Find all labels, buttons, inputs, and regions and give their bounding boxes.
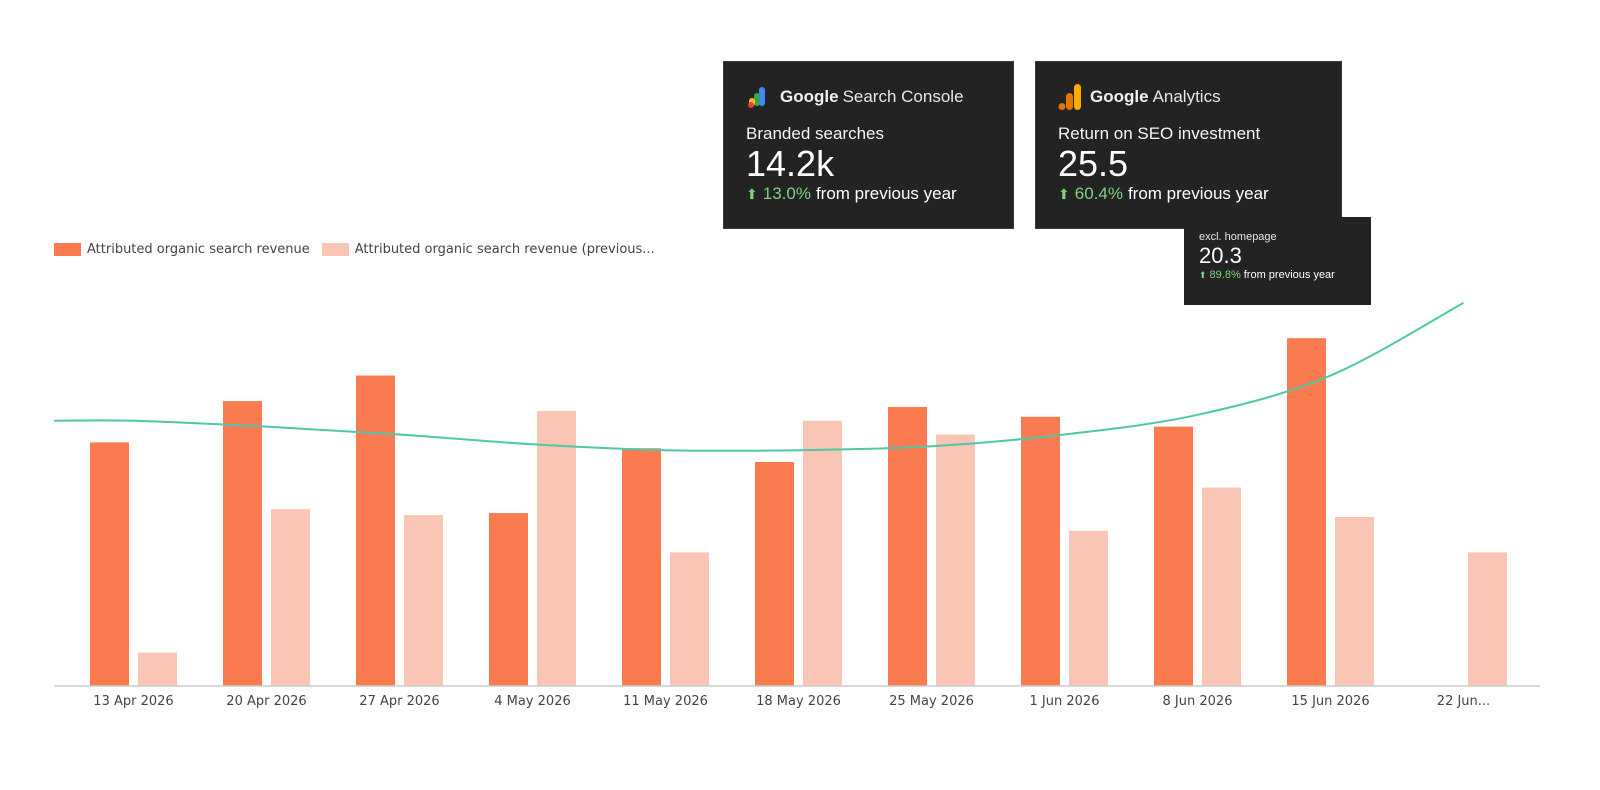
x-tick-label: 18 May 2026: [756, 694, 841, 709]
legend-item-previous[interactable]: Attributed organic search revenue (previ…: [321, 242, 655, 257]
bar-current-5[interactable]: [755, 461, 794, 686]
legend: Attributed organic search revenue Attrib…: [54, 242, 667, 257]
roi-delta: ⬆ 60.4% from previous year: [1058, 184, 1319, 204]
bars-group: [90, 338, 1507, 686]
branded-searches-value: 14.2k: [746, 143, 835, 184]
delta-percent: 60.4%: [1074, 184, 1123, 203]
bar-previous-8[interactable]: [1202, 487, 1241, 686]
branded-searches-label: Branded searches: [746, 124, 884, 143]
delta-percent: 13.0%: [762, 184, 811, 203]
bar-current-1[interactable]: [223, 401, 262, 686]
delta-percent: 89.8%: [1209, 269, 1241, 281]
bar-current-2[interactable]: [356, 375, 395, 686]
analytics-card: Google Analytics Return on SEO investmen…: [1035, 61, 1342, 229]
ga-brand-google: Google: [1090, 87, 1149, 106]
legend-swatch-current: [54, 243, 81, 256]
bar-previous-5[interactable]: [803, 420, 842, 686]
legend-label-current: Attributed organic search revenue: [87, 242, 310, 257]
bar-previous-7[interactable]: [1069, 530, 1108, 686]
bar-current-9[interactable]: [1287, 338, 1326, 686]
bar-current-6[interactable]: [888, 406, 927, 686]
bar-previous-6[interactable]: [936, 434, 975, 686]
bar-previous-4[interactable]: [670, 552, 709, 686]
search-console-card: Google Search Console Branded searches 1…: [723, 61, 1014, 229]
bar-previous-9[interactable]: [1335, 517, 1374, 686]
x-tick-label: 1 Jun 2026: [1030, 694, 1100, 709]
analytics-logo-icon: [1058, 84, 1081, 110]
bar-previous-10[interactable]: [1468, 552, 1507, 686]
x-tick-label: 20 Apr 2026: [226, 694, 306, 709]
x-tick-label: 27 Apr 2026: [359, 694, 439, 709]
analytics-brand: Google Analytics: [1058, 82, 1319, 112]
legend-swatch-previous: [321, 243, 349, 256]
x-tick-label: 4 May 2026: [494, 694, 571, 709]
legend-label-previous: Attributed organic search revenue (previ…: [354, 242, 655, 257]
ga-brand-product: Analytics: [1152, 87, 1221, 106]
x-tick-label: 13 Apr 2026: [93, 694, 173, 709]
branded-searches-delta: ⬆ 13.0% from previous year: [746, 184, 991, 204]
up-arrow-icon: ⬆: [746, 185, 758, 202]
bar-current-0[interactable]: [90, 442, 129, 686]
delta-text: from previous year: [815, 184, 957, 203]
bar-current-7[interactable]: [1021, 416, 1060, 686]
excl-homepage-label: excl. homepage: [1199, 231, 1277, 243]
search-console-logo-icon: [748, 87, 765, 108]
excl-homepage-delta: ⬆ 89.8% from previous year: [1199, 269, 1356, 281]
up-arrow-icon: ⬆: [1199, 269, 1207, 280]
bar-previous-1[interactable]: [271, 509, 310, 686]
bar-previous-2[interactable]: [404, 515, 443, 686]
x-tick-label: 15 Jun 2026: [1291, 694, 1369, 709]
up-arrow-icon: ⬆: [1058, 185, 1070, 202]
x-tick-label: 22 Jun...: [1437, 694, 1490, 709]
bar-previous-3[interactable]: [537, 410, 576, 686]
x-tick-label: 25 May 2026: [889, 694, 974, 709]
roi-label: Return on SEO investment: [1058, 124, 1261, 143]
gsc-brand-product: Search Console: [842, 87, 964, 106]
delta-text: from previous year: [1243, 269, 1335, 281]
bar-previous-0[interactable]: [138, 652, 177, 686]
x-tick-label: 11 May 2026: [623, 694, 708, 709]
delta-text: from previous year: [1127, 184, 1269, 203]
roi-value: 25.5: [1058, 143, 1129, 184]
bar-current-3[interactable]: [489, 513, 528, 686]
trend-line: [53, 301, 1464, 452]
x-tick-label: 8 Jun 2026: [1163, 694, 1233, 709]
bar-current-8[interactable]: [1154, 426, 1193, 686]
bar-current-4[interactable]: [622, 448, 661, 686]
search-console-brand: Google Search Console: [746, 82, 991, 112]
gsc-brand-google: Google: [780, 87, 839, 106]
x-tick-labels: 13 Apr 2026 20 Apr 2026 27 Apr 2026 4 May 2…: [93, 694, 1490, 709]
legend-item-current[interactable]: Attributed organic search revenue: [54, 242, 310, 257]
roi-excl-homepage-card: excl. homepage 20.3 ⬆ 89.8% from previou…: [1184, 217, 1371, 305]
excl-homepage-value: 20.3: [1199, 243, 1242, 268]
